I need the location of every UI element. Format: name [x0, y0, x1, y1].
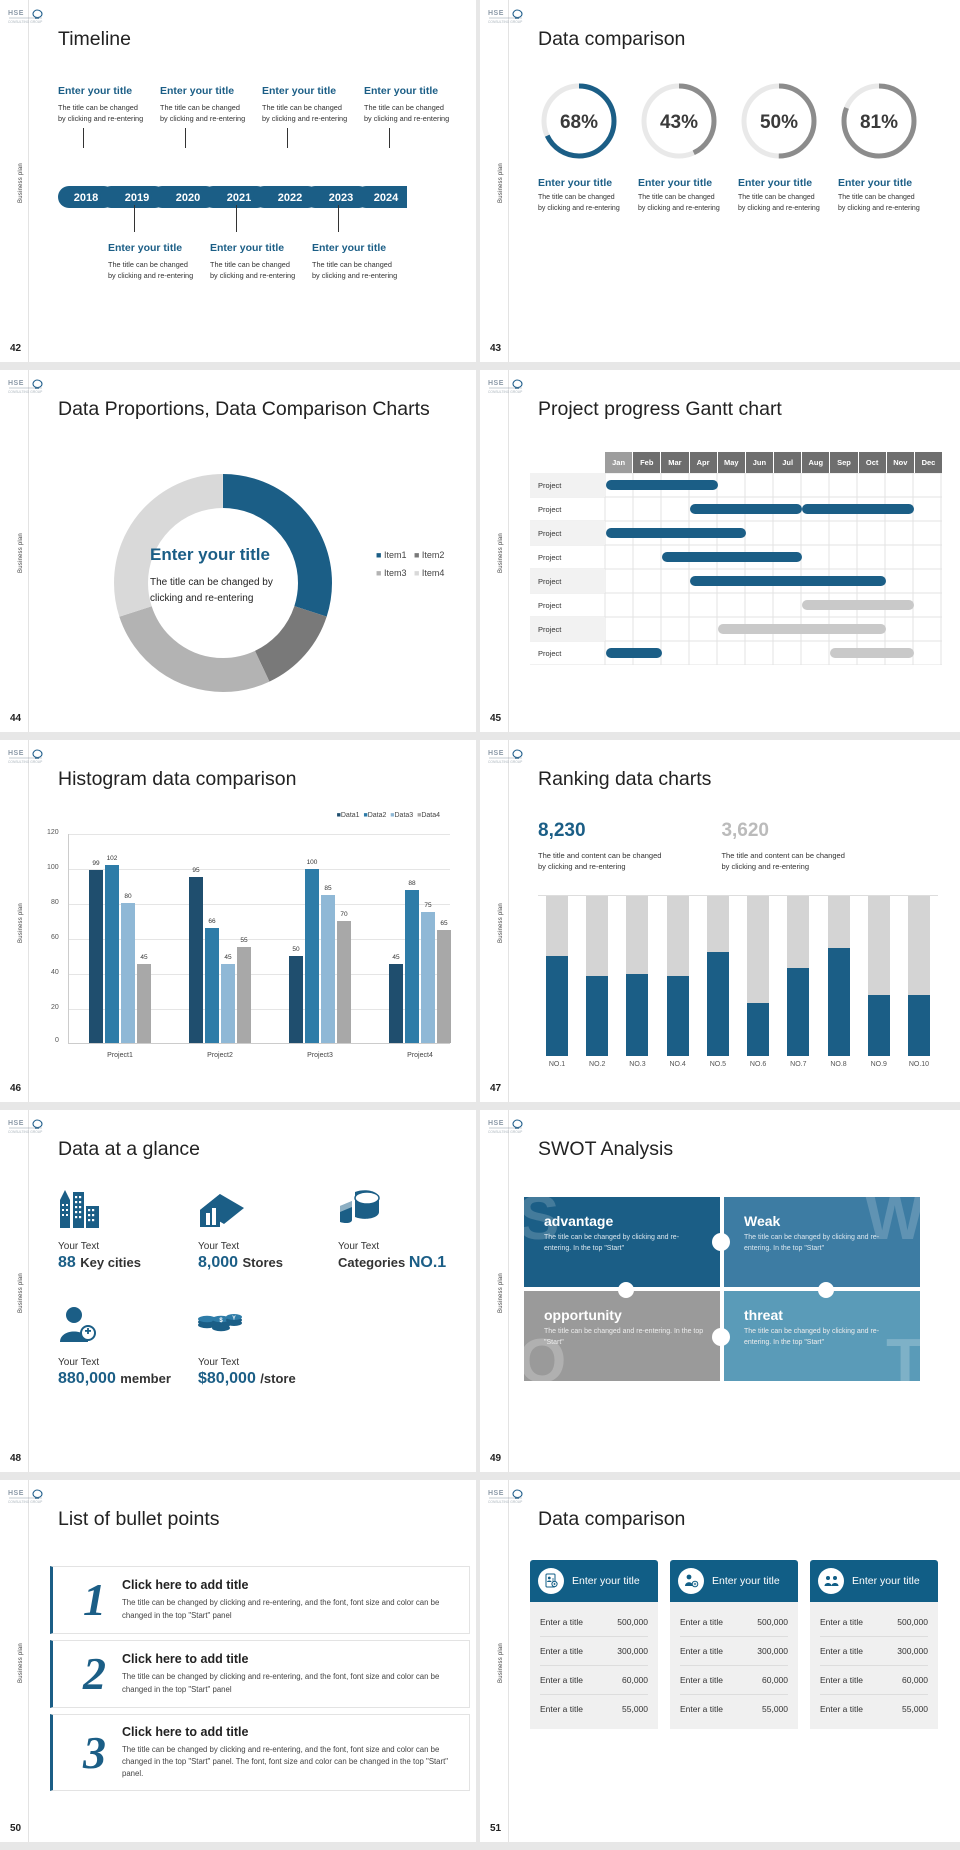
svg-text:2019: 2019 [125, 192, 149, 204]
svg-text:81%: 81% [860, 112, 898, 133]
svg-text:HSE: HSE [8, 10, 24, 17]
svg-text:CONSULTING GROUP: CONSULTING GROUP [8, 1130, 43, 1134]
svg-text:HSE: HSE [8, 750, 24, 757]
svg-text:2021: 2021 [227, 192, 251, 204]
svg-text:43%: 43% [660, 112, 698, 133]
svg-text:CONSULTING GROUP: CONSULTING GROUP [8, 1500, 43, 1504]
svg-text:HSE: HSE [488, 10, 504, 17]
svg-text:50%: 50% [760, 112, 798, 133]
svg-text:HSE: HSE [488, 750, 504, 757]
svg-text:CONSULTING GROUP: CONSULTING GROUP [488, 1500, 523, 1504]
svg-text:CONSULTING GROUP: CONSULTING GROUP [488, 390, 523, 394]
svg-text:CONSULTING GROUP: CONSULTING GROUP [488, 20, 523, 24]
svg-text:2022: 2022 [278, 192, 302, 204]
svg-text:HSE: HSE [8, 1490, 24, 1497]
svg-text:HSE: HSE [488, 1120, 504, 1127]
svg-text:HSE: HSE [488, 1490, 504, 1497]
svg-text:2024: 2024 [374, 192, 399, 204]
svg-text:HSE: HSE [488, 380, 504, 387]
svg-text:CONSULTING GROUP: CONSULTING GROUP [488, 760, 523, 764]
svg-text:2020: 2020 [176, 192, 200, 204]
svg-text:Y: Y [232, 1316, 236, 1322]
svg-text:68%: 68% [560, 112, 598, 133]
svg-text:CONSULTING GROUP: CONSULTING GROUP [8, 760, 43, 764]
svg-text:CONSULTING GROUP: CONSULTING GROUP [488, 1130, 523, 1134]
svg-text:CONSULTING GROUP: CONSULTING GROUP [8, 390, 43, 394]
svg-text:HSE: HSE [8, 1120, 24, 1127]
svg-text:HSE: HSE [8, 380, 24, 387]
svg-text:2023: 2023 [329, 192, 353, 204]
svg-text:CONSULTING GROUP: CONSULTING GROUP [8, 20, 43, 24]
svg-text:2018: 2018 [74, 192, 98, 204]
